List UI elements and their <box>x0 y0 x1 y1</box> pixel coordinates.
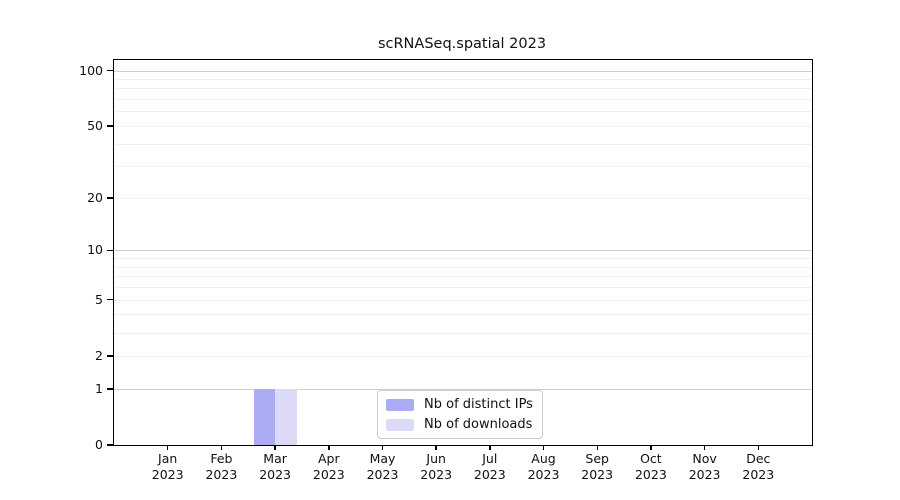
x-tick-label-jun: Jun 2023 <box>420 451 453 482</box>
x-tick-mark <box>274 445 276 450</box>
major-gridline <box>114 388 812 390</box>
x-tick-label-sep: Sep 2023 <box>581 451 614 482</box>
x-tick-mark <box>703 445 706 450</box>
minor-gridline <box>114 99 812 101</box>
x-tick-mark <box>489 445 491 450</box>
minor-gridline <box>114 314 812 316</box>
legend-swatch-distinct-ips <box>386 398 414 411</box>
y-tick-label: 20 <box>87 190 103 205</box>
minor-gridline <box>114 299 812 301</box>
y-tick-mark <box>107 125 113 127</box>
minor-gridline <box>114 355 812 357</box>
legend-swatch-downloads <box>386 418 414 431</box>
x-tick-label-jan: Jan 2023 <box>151 451 184 482</box>
x-tick-mark <box>435 445 437 450</box>
x-tick-mark <box>650 445 652 450</box>
y-tick-mark <box>107 197 113 199</box>
x-tick-label-feb: Feb 2023 <box>205 451 238 482</box>
y-tick-mark <box>107 298 113 301</box>
x-tick-mark <box>381 445 384 450</box>
x-tick-label-oct: Oct 2023 <box>634 451 667 482</box>
plot-area: 100 50 20 10 5 2 1 0 Jan 2023 Feb 2023 Mar 2023 Apr 202… <box>79 59 813 482</box>
chart-title: scRNASeq.spatial 2023 <box>377 36 547 52</box>
y-tick-mark <box>107 249 113 252</box>
y-tick-label: 1 <box>95 380 103 396</box>
y-tick-label: 5 <box>95 291 103 307</box>
bar-nb-of-downloads-mar <box>275 388 297 445</box>
minor-gridline <box>114 287 812 289</box>
x-tick-label-dec: Dec 2023 <box>742 451 775 482</box>
minor-gridline <box>114 126 812 127</box>
x-tick-label-aug: Aug 2023 <box>527 451 560 482</box>
legend-item-downloads: Nb of downloads <box>386 416 533 433</box>
y-tick-label: 0 <box>95 437 103 452</box>
x-tick-mark <box>596 445 598 450</box>
x-tick-mark <box>757 445 760 450</box>
x-tick-label-mar: Mar 2023 <box>259 451 291 482</box>
minor-gridline <box>114 111 812 113</box>
y-tick-label: 50 <box>87 118 103 133</box>
minor-gridline <box>114 79 812 80</box>
legend: Nb of distinct IPs Nb of downloads <box>377 390 543 439</box>
x-tick-mark <box>220 445 223 450</box>
x-tick-label-jul: Jul 2023 <box>473 451 506 482</box>
y-tick-label: 2 <box>95 347 103 363</box>
y-tick-label: 10 <box>87 242 103 258</box>
x-tick-mark <box>166 445 169 450</box>
y-tick-mark <box>107 388 113 390</box>
y-tick-mark <box>107 444 113 446</box>
legend-item-distinct-ips: Nb of distinct IPs <box>386 396 533 413</box>
minor-gridline <box>114 198 812 199</box>
minor-gridline <box>114 166 812 168</box>
y-tick-label: 100 <box>79 62 103 78</box>
x-tick-label-nov: Nov 2023 <box>688 451 721 482</box>
bar-nb-of-distinct-ips-mar <box>253 388 276 445</box>
x-tick-label-apr: Apr 2023 <box>312 451 345 482</box>
minor-gridline <box>114 258 812 260</box>
y-tick-mark <box>107 355 113 357</box>
minor-gridline <box>114 143 812 145</box>
x-tick-mark <box>328 445 330 450</box>
minor-gridline <box>114 88 812 90</box>
major-gridline <box>114 250 812 252</box>
minor-gridline <box>114 332 812 334</box>
x-tick-mark <box>542 445 545 450</box>
legend-label-downloads: Nb of downloads <box>424 417 533 432</box>
minor-gridline <box>114 276 812 278</box>
legend-label-distinct-ips: Nb of distinct IPs <box>424 397 533 412</box>
major-gridline <box>114 70 812 72</box>
y-tick-mark <box>107 69 113 72</box>
x-tick-label-may: May 2023 <box>366 451 399 482</box>
minor-gridline <box>114 266 812 268</box>
